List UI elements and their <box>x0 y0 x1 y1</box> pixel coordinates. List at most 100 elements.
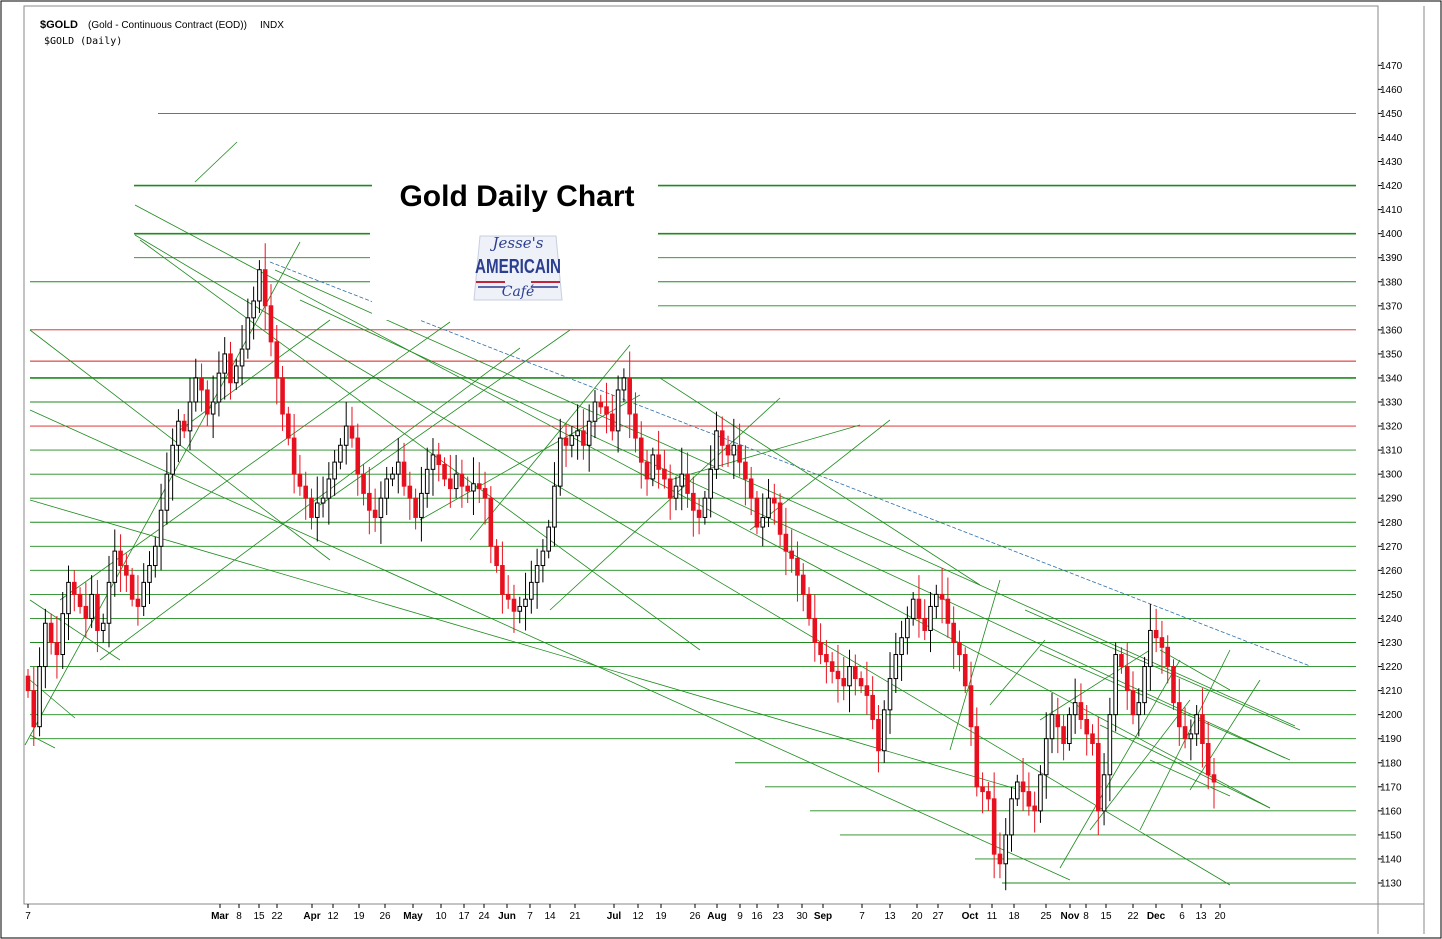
x-tick-label: 23 <box>772 911 784 922</box>
x-tick-label: 18 <box>1008 911 1020 922</box>
candle-body <box>824 654 829 663</box>
candle-body <box>309 497 314 518</box>
candle-body <box>1124 666 1130 692</box>
x-tick-label: 16 <box>751 911 763 922</box>
candle-body <box>448 478 453 490</box>
trend-line <box>1149 759 1231 797</box>
candle-body <box>991 798 997 855</box>
x-tick-label: 14 <box>544 911 556 922</box>
candle-body <box>841 678 847 687</box>
candle-body <box>627 377 632 415</box>
trend-line <box>469 344 631 541</box>
candle-body <box>48 622 54 644</box>
candle-body <box>708 468 713 499</box>
candle-body <box>1188 733 1194 740</box>
candle-body <box>25 675 31 692</box>
trend-line <box>1039 649 1151 721</box>
candle-body <box>581 430 586 446</box>
candle-body <box>419 492 424 518</box>
candle-body <box>1205 743 1211 776</box>
x-tick-label: 17 <box>458 911 470 922</box>
candle-body <box>1159 637 1165 648</box>
x-tick-label: May <box>403 911 423 922</box>
candle-body <box>1107 714 1113 776</box>
candle-body <box>1095 743 1101 812</box>
y-tick-label: 1140 <box>1380 854 1402 865</box>
candle-body <box>1003 834 1009 865</box>
x-tick-label: 10 <box>435 911 447 922</box>
candle-body <box>1026 791 1032 807</box>
x-tick-label: 7 <box>527 911 533 922</box>
candle-body <box>679 473 685 487</box>
y-tick-label: 1200 <box>1380 710 1403 721</box>
x-tick-label: 12 <box>632 911 644 922</box>
candle-body <box>430 454 436 470</box>
candle-body <box>199 377 204 391</box>
x-tick-label: 27 <box>932 911 944 922</box>
y-tick-label: 1240 <box>1380 614 1403 625</box>
candle-body <box>407 485 413 499</box>
candle-body <box>303 485 308 499</box>
candle-body <box>459 473 465 487</box>
x-tick-label: 26 <box>379 911 391 922</box>
candle-body <box>1165 646 1171 668</box>
candle-body <box>760 516 766 528</box>
y-tick-label: 1300 <box>1380 470 1403 481</box>
candle-body <box>517 605 523 612</box>
candle-body <box>1038 774 1043 812</box>
candle-body <box>795 557 800 576</box>
y-tick-label: 1360 <box>1380 325 1403 336</box>
trend-line <box>659 377 981 586</box>
x-tick-label: 15 <box>1100 911 1112 922</box>
candle-body <box>743 461 748 480</box>
candle-body <box>465 485 470 492</box>
trend-line <box>1159 649 1231 691</box>
symbol-description: (Gold - Continuous Contract (EOD)) <box>88 20 247 31</box>
candle-body <box>100 622 106 631</box>
candle-body <box>1067 714 1072 745</box>
candle-body <box>1055 714 1061 728</box>
candle-body <box>1194 714 1199 735</box>
candle-body <box>66 581 71 615</box>
y-tick-label: 1330 <box>1380 398 1403 409</box>
candle-body <box>754 497 760 528</box>
candle-body <box>326 478 332 499</box>
candle-body <box>1211 774 1217 783</box>
candle-body <box>934 593 939 607</box>
trend-line <box>749 419 891 531</box>
candle-body <box>245 317 251 350</box>
candle-body <box>552 485 557 528</box>
trend-line <box>24 241 301 746</box>
trend-line <box>179 319 331 431</box>
candle-body <box>1113 654 1118 716</box>
candle-body <box>471 483 476 492</box>
y-tick-label: 1470 <box>1380 61 1403 72</box>
candle-body <box>60 613 66 656</box>
y-tick-label: 1130 <box>1380 879 1402 890</box>
candle-body <box>563 437 569 446</box>
candle-body <box>737 444 742 463</box>
candle-body <box>621 377 627 391</box>
candle-body <box>633 413 638 439</box>
candle-body <box>158 509 164 547</box>
x-tick-label: Mar <box>211 911 229 922</box>
candle-body <box>453 473 459 490</box>
x-tick-label: Nov <box>1061 911 1080 922</box>
candle-body <box>575 430 580 437</box>
candle-body <box>667 478 673 499</box>
candle-body <box>1043 738 1049 776</box>
candle-body <box>557 437 563 487</box>
y-tick-label: 1190 <box>1380 734 1402 745</box>
candle-body <box>1101 774 1107 812</box>
candle-body <box>83 605 89 619</box>
candle-body <box>615 389 621 432</box>
candle-body <box>864 685 870 696</box>
candle-body <box>1119 654 1124 668</box>
trend-line <box>194 141 238 183</box>
candle-body <box>482 488 488 499</box>
candle-body <box>378 497 384 518</box>
candle-body <box>945 598 951 624</box>
trend-line <box>139 239 701 651</box>
candle-body <box>118 550 123 567</box>
candle-body <box>870 694 875 720</box>
